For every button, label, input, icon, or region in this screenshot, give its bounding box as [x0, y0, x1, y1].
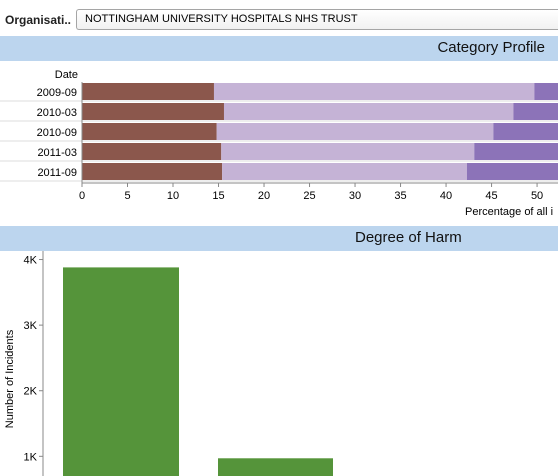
category-profile-chart: Date 2009-09 2010-03 2010-09 2011-03 2011-090… — [0, 69, 558, 218]
y-tick-label: 2K — [24, 386, 38, 398]
harm-bar — [63, 267, 179, 476]
bar-segment — [513, 103, 558, 120]
y-tick-label: 1K — [24, 451, 38, 463]
x-tick-label: 40 — [440, 190, 452, 202]
category-label: 2010-03 — [37, 107, 77, 119]
harm-bar — [218, 458, 333, 476]
x-tick-label: 15 — [212, 190, 224, 202]
bar-segment — [474, 143, 558, 160]
x-tick-label: 5 — [124, 190, 130, 202]
y-tick-label: 4K — [24, 255, 38, 267]
category-label: 2009-09 — [37, 87, 77, 99]
x-tick-label: 45 — [485, 190, 497, 202]
x-tick-label: 20 — [258, 190, 270, 202]
organisation-filter-dropdown[interactable]: NOTTINGHAM UNIVERSITY HOSPITALS NHS TRUS… — [76, 9, 558, 30]
bar-segment — [82, 83, 214, 100]
bar-segment — [82, 123, 217, 140]
degree-of-harm-title: Degree of Harm — [355, 229, 462, 246]
degree-of-harm-chart: 1K 2K 3K 4K Number of Incidents — [4, 251, 333, 476]
bar-segment — [493, 123, 558, 140]
y-tick-label: 3K — [24, 320, 38, 332]
bar-segment — [82, 163, 223, 180]
category-label: 2011-09 — [37, 167, 77, 179]
x-tick-label: 0 — [79, 190, 85, 202]
bar-segment — [223, 103, 514, 120]
x-tick-label: 35 — [394, 190, 406, 202]
category-label: 2011-03 — [37, 147, 77, 159]
category-profile-header: Category Profile — [0, 36, 558, 61]
bar-segment — [216, 123, 494, 140]
degree-of-harm-header: Degree of Harm — [0, 226, 558, 251]
x-tick-label: 10 — [167, 190, 179, 202]
bar-segment — [466, 163, 558, 180]
category-profile-title: Category Profile — [437, 39, 545, 56]
row-header-date: Date — [55, 69, 78, 81]
bar-segment — [221, 143, 475, 160]
x-tick-label: 25 — [303, 190, 315, 202]
bar-segment — [213, 83, 535, 100]
bar-segment — [222, 163, 467, 180]
bar-segment — [82, 143, 222, 160]
x-tick-label: 50 — [531, 190, 543, 202]
x-tick-label: 30 — [349, 190, 361, 202]
x-axis-label: Percentage of all i — [465, 206, 553, 218]
y-axis-label: Number of Incidents — [4, 329, 16, 428]
bar-segment — [82, 103, 224, 120]
bar-segment — [534, 83, 558, 100]
organisation-filter-label: Organisati.. — [5, 13, 72, 27]
category-label: 2010-09 — [37, 127, 77, 139]
